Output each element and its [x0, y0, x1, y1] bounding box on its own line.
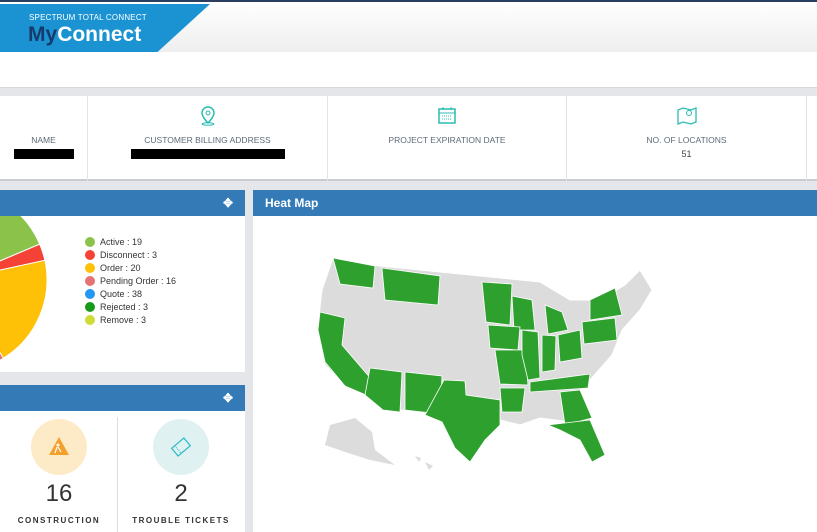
- legend-swatch: [85, 314, 95, 325]
- legend-label: Active : 19: [100, 236, 143, 247]
- state-indiana[interactable]: [541, 334, 557, 373]
- legend-item[interactable]: Disconnect : 3: [85, 248, 176, 261]
- stat-trouble-tickets[interactable]: 2 TROUBLE TICKETS: [122, 412, 240, 532]
- state-washington[interactable]: [332, 257, 376, 289]
- state-wisconsin[interactable]: [511, 295, 536, 331]
- state-texas[interactable]: [424, 379, 501, 463]
- state-missouri[interactable]: [494, 349, 529, 386]
- info-name: NAME: [0, 96, 88, 181]
- status-panel: ✥ Active : 19 Disconnect : 3 Order : 20 Pen…: [0, 190, 245, 372]
- info-label: PROJECT EXPIRATION DATE: [388, 135, 506, 145]
- state-montana[interactable]: [381, 267, 441, 306]
- map-icon: [676, 107, 697, 125]
- info-label: CUSTOMER BILLING ADDRESS: [144, 135, 271, 145]
- state-hawaii: [415, 456, 433, 470]
- stat-value: 2: [174, 480, 188, 507]
- status-pie-chart: [0, 216, 48, 372]
- legend-label: Order : 20: [100, 262, 141, 273]
- legend-item[interactable]: Quote : 38: [85, 287, 176, 300]
- panel-header: ✥: [0, 190, 245, 216]
- legend-item[interactable]: Pending Order : 16: [85, 274, 176, 287]
- info-value: [0, 149, 87, 161]
- legend-label: Disconnect : 3: [100, 249, 158, 260]
- info-expiration-date: PROJECT EXPIRATION DATE: [328, 96, 567, 181]
- pie-slice-pending-order[interactable]: [0, 280, 5, 372]
- stat-value: 16: [45, 480, 73, 507]
- state-florida[interactable]: [546, 419, 606, 463]
- stat-label: CONSTRUCTION: [17, 516, 101, 525]
- pie-slice-active[interactable]: [0, 216, 41, 280]
- info-label: NAME: [31, 135, 56, 145]
- panel-header: ✥: [0, 385, 245, 411]
- legend-swatch: [85, 236, 95, 247]
- pie-legend: Active : 19 Disconnect : 3 Order : 20 Pendi…: [85, 235, 176, 326]
- state-arizona[interactable]: [364, 367, 403, 413]
- legend-item[interactable]: Active : 19: [85, 235, 176, 248]
- state-illinois[interactable]: [521, 329, 541, 381]
- state-newyork[interactable]: [589, 287, 623, 321]
- legend-label: Remove : 3: [100, 314, 147, 325]
- legend-item[interactable]: Order : 20: [85, 261, 176, 274]
- sub-bar: [0, 52, 817, 88]
- state-minnesota[interactable]: [481, 281, 513, 326]
- legend-label: Rejected : 3: [100, 301, 149, 312]
- state-georgia[interactable]: [559, 389, 593, 426]
- legend-swatch: [85, 275, 95, 286]
- heatmap-title: Heat Map: [265, 196, 319, 210]
- info-value: 51: [681, 149, 692, 159]
- brand-logo[interactable]: SPECTRUM TOTAL CONNECT MyConnect: [0, 4, 210, 52]
- legend-item[interactable]: Remove : 3: [85, 313, 176, 326]
- top-bar: SPECTRUM TOTAL CONNECT MyConnect: [0, 0, 817, 52]
- brand-my: My: [28, 23, 58, 46]
- panel-header: Heat Map: [253, 190, 817, 216]
- legend-label: Pending Order : 16: [100, 275, 177, 286]
- brand-title: MyConnect: [28, 23, 141, 47]
- info-label: NO. OF LOCATIONS: [646, 135, 727, 145]
- state-arkansas[interactable]: [499, 387, 526, 413]
- us-heat-map: [317, 257, 653, 470]
- state-ohio[interactable]: [557, 329, 583, 363]
- info-strip: NAME CUSTOMER BILLING ADDRESS PROJECT EX…: [0, 96, 817, 181]
- stat-construction[interactable]: 16 CONSTRUCTION: [0, 412, 118, 532]
- legend-label: Quote : 38: [100, 288, 143, 299]
- expand-icon[interactable]: ✥: [222, 196, 233, 210]
- info-billing-address: CUSTOMER BILLING ADDRESS: [88, 96, 328, 181]
- legend-swatch: [85, 301, 95, 312]
- state-tennessee[interactable]: [529, 373, 591, 393]
- legend-swatch: [85, 262, 95, 273]
- heatmap-panel: Heat Map: [253, 190, 817, 532]
- counts-panel: ✥ 16 CONSTRUCTION 2 TROUBLE TICKETS: [0, 385, 245, 532]
- info-value: [88, 149, 327, 161]
- legend-item[interactable]: Rejected : 3: [85, 300, 176, 313]
- construction-icon: [31, 419, 87, 475]
- info-locations: NO. OF LOCATIONS 51: [567, 96, 807, 181]
- legend-swatch: [85, 249, 95, 260]
- brand-connect: Connect: [57, 23, 142, 46]
- state-iowa[interactable]: [487, 324, 521, 351]
- legend-swatch: [85, 288, 95, 299]
- ticket-icon: [153, 419, 209, 475]
- divider: [117, 417, 118, 532]
- calendar-icon: [438, 107, 456, 124]
- pie-slice-order[interactable]: [0, 259, 48, 359]
- map-pin-icon: [200, 106, 215, 126]
- state-pennsylvania[interactable]: [581, 317, 618, 345]
- stat-label: TROUBLE TICKETS: [132, 516, 230, 525]
- state-michigan[interactable]: [544, 304, 569, 335]
- state-alaska: [325, 418, 395, 465]
- expand-icon[interactable]: ✥: [222, 391, 233, 405]
- brand-subtitle: SPECTRUM TOTAL CONNECT: [29, 13, 147, 22]
